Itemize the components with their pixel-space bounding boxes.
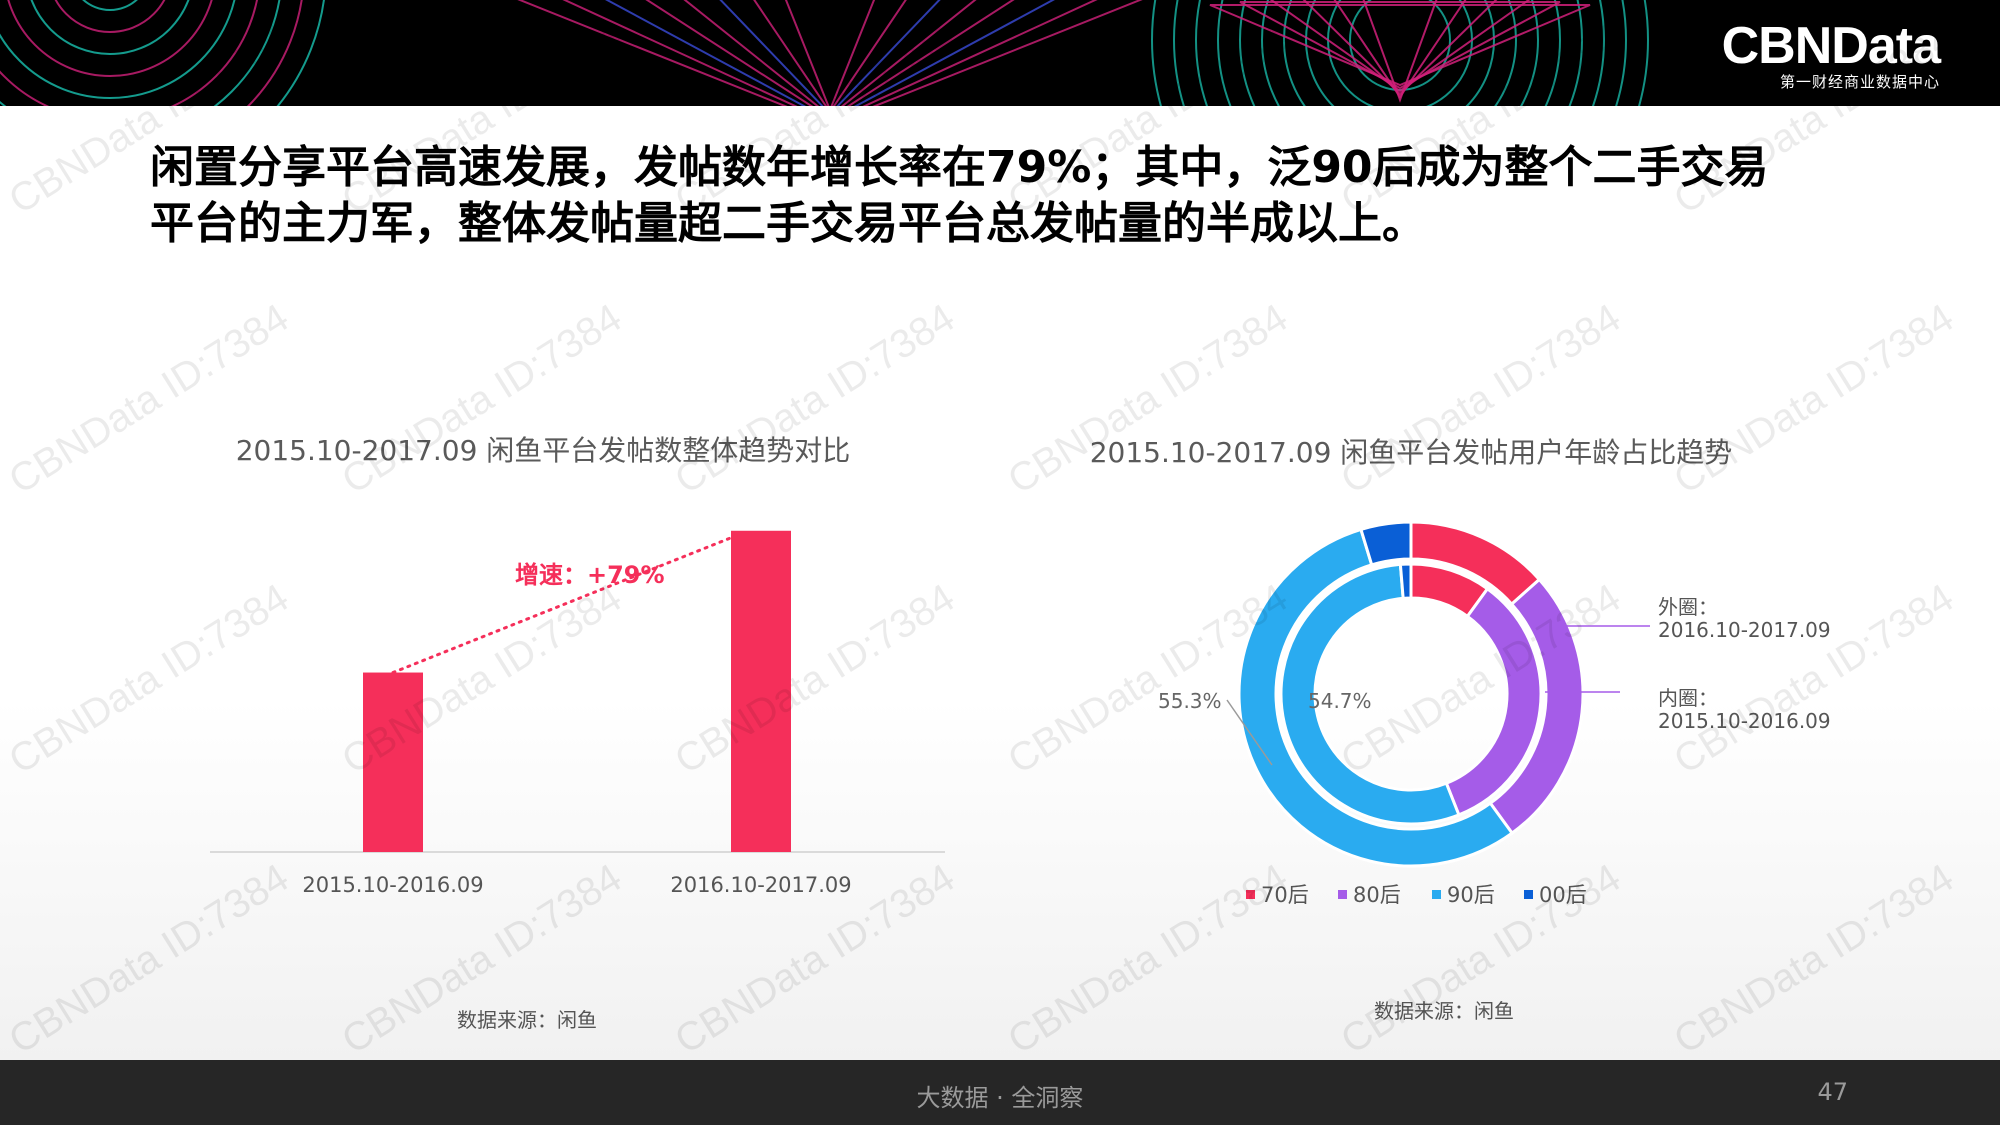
pattern-triangle	[562, 0, 1098, 106]
page-number: 47	[1817, 1078, 1848, 1106]
outer-ring-period: 2016.10-2017.09	[1658, 618, 1831, 642]
headline-line-1: 闲置分享平台高速发展，发帖数年增长率在79%；其中，泛90后成为整个二手交易	[150, 142, 1769, 193]
pattern-triangle	[719, 0, 941, 106]
legend-swatch-80后	[1338, 890, 1347, 899]
pattern-triangle	[1209, 4, 1591, 87]
headline: 闲置分享平台高速发展，发帖数年增长率在79%；其中，泛90后成为整个二手交易 平…	[150, 140, 1870, 252]
pattern-triangle	[1333, 0, 1467, 99]
outer-segment-90后	[1237, 527, 1515, 868]
pattern-ring	[0, 0, 236, 99]
bar-category-labels: 2015.10-2016.09 2016.10-2017.09	[302, 873, 851, 897]
pattern-triangle	[517, 0, 1143, 106]
header-pattern	[0, 0, 1649, 106]
legend-label: 80后	[1353, 883, 1401, 907]
pattern-ring	[1173, 0, 1627, 106]
inner-ring-period: 2015.10-2016.09	[1658, 709, 1831, 733]
logo: CBNData 第一财经商业数据中心	[1721, 17, 1941, 92]
pattern-triangle	[1239, 1, 1561, 90]
charts: 2015.10-2017.09 闲鱼平台发帖数整体趋势对比 2015.10-20…	[210, 434, 1831, 1032]
headline-line-2: 平台的主力军，整体发帖量超二手交易平台总发帖量的半成以上。	[150, 198, 1426, 249]
pattern-ring	[7, 0, 213, 77]
donut-chart: 2015.10-2017.09 闲鱼平台发帖用户年龄占比趋势 55.3% 54.…	[1090, 436, 1831, 1023]
pattern-ring	[1239, 0, 1561, 106]
pattern-ring	[54, 0, 166, 33]
bar-category-label: 2016.10-2017.09	[670, 873, 851, 897]
pattern-ring	[1305, 0, 1495, 106]
bar-1	[363, 672, 423, 852]
pattern-triangle	[1302, 0, 1498, 96]
bar-category-label: 2015.10-2016.09	[302, 873, 483, 897]
legend-label: 00后	[1539, 883, 1587, 907]
inner-segment-90后	[1279, 562, 1461, 826]
header-banner: CBNData 第一财经商业数据中心	[0, 0, 2000, 106]
pattern-ring	[82, 0, 138, 11]
growth-annotation: 增速：+79%	[515, 561, 665, 589]
donut-chart-source: 数据来源：闲鱼	[1374, 999, 1514, 1023]
outer-ring-callout: 55.3%	[1158, 689, 1222, 713]
legend-label: 90后	[1447, 883, 1495, 907]
pattern-ring	[30, 0, 190, 55]
donut-segments	[1237, 520, 1585, 868]
legend-swatch-70后	[1246, 890, 1255, 899]
bar-2	[731, 530, 791, 852]
growth-trend-line	[391, 534, 738, 675]
pattern-ring	[1283, 0, 1517, 106]
outer-segment-00后	[1359, 520, 1413, 567]
pattern-ring	[1261, 0, 1539, 106]
pattern-triangle	[1269, 0, 1531, 93]
legend-label: 70后	[1261, 883, 1309, 907]
legend-swatch-90后	[1432, 890, 1441, 899]
bar-chart-title: 2015.10-2017.09 闲鱼平台发帖数整体趋势对比	[236, 434, 851, 467]
pattern-triangle	[784, 0, 876, 106]
bar-chart: 2015.10-2017.09 闲鱼平台发帖数整体趋势对比 2015.10-20…	[210, 434, 945, 1032]
pattern-ring	[1195, 0, 1605, 106]
inner-ring-label: 内圈：	[1658, 686, 1718, 710]
logo-name: CBNData	[1721, 17, 1941, 75]
pattern-ring	[1151, 0, 1649, 106]
bar-chart-source: 数据来源：闲鱼	[457, 1008, 597, 1032]
pattern-ring	[1217, 0, 1583, 106]
pattern-triangle	[683, 0, 977, 106]
pattern-triangle	[605, 0, 1055, 106]
outer-ring-label: 外圈：	[1658, 595, 1718, 619]
bars	[363, 530, 791, 852]
donut-chart-title: 2015.10-2017.09 闲鱼平台发帖用户年龄占比趋势	[1090, 436, 1733, 469]
inner-ring-callout: 54.7%	[1308, 689, 1372, 713]
inner-segment-00后	[1398, 562, 1413, 600]
pattern-triangle	[645, 0, 1015, 106]
pattern-triangle	[1362, 0, 1438, 103]
pattern-triangle	[753, 0, 907, 106]
legend-swatch-00后	[1524, 890, 1533, 899]
donut-legend: 70后 80后 90后 00后	[1246, 883, 1587, 907]
footer-slogan: 大数据 · 全洞察	[916, 1084, 1084, 1112]
outer-callout-leader	[1226, 699, 1273, 766]
footer: 大数据 · 全洞察 47	[0, 1060, 2000, 1125]
logo-tagline: 第一财经商业数据中心	[1779, 74, 1940, 91]
